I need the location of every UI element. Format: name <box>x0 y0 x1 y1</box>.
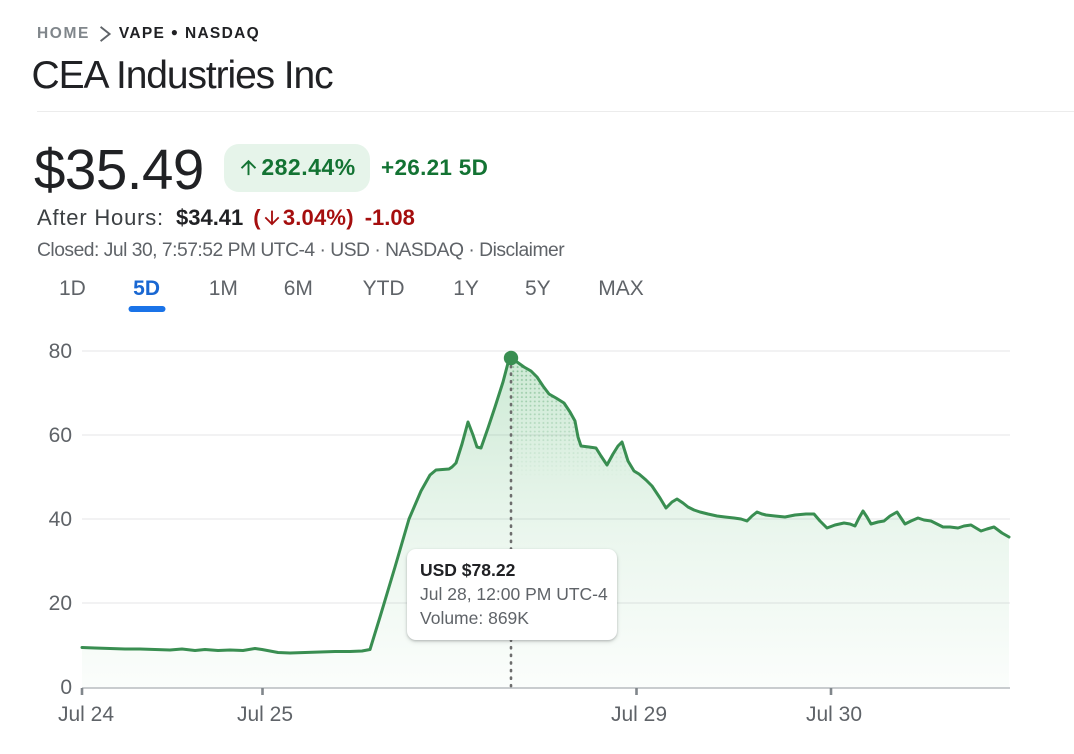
svg-text:20: 20 <box>49 592 72 615</box>
svg-text:Jul 24: Jul 24 <box>58 703 114 726</box>
svg-text:Jul 25: Jul 25 <box>237 703 293 726</box>
svg-text:80: 80 <box>49 340 72 363</box>
svg-text:Jul 29: Jul 29 <box>611 703 667 726</box>
svg-text:40: 40 <box>49 508 72 531</box>
svg-text:0: 0 <box>60 676 72 699</box>
svg-text:Jul 30: Jul 30 <box>806 703 862 726</box>
svg-text:60: 60 <box>49 424 72 447</box>
